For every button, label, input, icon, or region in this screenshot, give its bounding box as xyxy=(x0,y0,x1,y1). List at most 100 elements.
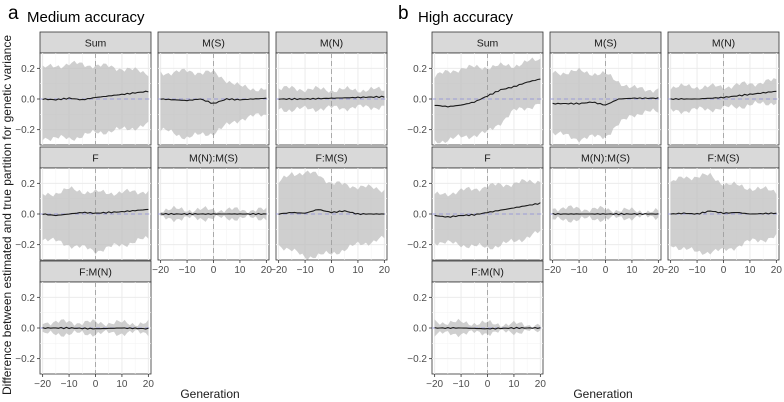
interval-ribbon xyxy=(434,179,541,250)
x-tick-label: −20 xyxy=(34,379,51,390)
y-tick-label: −0.2 xyxy=(15,354,35,365)
mean-difference-line xyxy=(160,212,267,216)
facet-strip-label: F:M(N) xyxy=(471,267,504,279)
y-tick-label: 0.0 xyxy=(413,95,427,106)
section-title-b: High accuracy xyxy=(418,9,514,26)
x-tick-label: 10 xyxy=(352,265,364,276)
y-tick-label: −0.2 xyxy=(407,240,427,251)
x-tick-label: −20 xyxy=(426,379,443,390)
x-tick-label: −20 xyxy=(544,265,561,276)
mean-difference-line xyxy=(42,208,149,217)
x-tick-label: 20 xyxy=(653,265,665,276)
mean-difference-line xyxy=(670,90,777,100)
x-tick-label: −20 xyxy=(152,265,169,276)
interval-ribbon xyxy=(278,170,385,260)
facet-strip-label: M(N) xyxy=(712,38,735,50)
mean-difference-line xyxy=(552,212,659,216)
x-axis-title-a: Generation xyxy=(180,387,239,401)
mean-difference-line xyxy=(42,90,149,101)
x-tick-label: −20 xyxy=(270,265,287,276)
x-tick-label: 10 xyxy=(508,379,520,390)
x-tick-label: −10 xyxy=(61,379,78,390)
y-tick-label: 0.0 xyxy=(413,324,427,335)
panel-b-f-m-n: F:M(N) −0.2 0.0 0.2 −20 −10 0 10 20 xyxy=(407,260,546,390)
panel-a-f-m-n: F:M(N) −0.2 0.0 0.2 −20 −10 0 10 20 xyxy=(15,260,155,390)
panel-a-m-n: M(N) xyxy=(275,31,388,146)
panel-a-sum: Sum −0.2 0.0 0.2 xyxy=(15,31,152,146)
y-tick-label: 0.0 xyxy=(21,95,35,106)
x-tick-label: 0 xyxy=(485,379,491,390)
x-tick-label: −20 xyxy=(662,265,679,276)
facet-strip-label: M(N) xyxy=(320,38,343,50)
y-tick-label: −0.2 xyxy=(15,240,35,251)
x-tick-label: 20 xyxy=(261,265,273,276)
x-tick-label: −10 xyxy=(571,265,588,276)
mean-difference-line xyxy=(160,97,267,104)
facet-strip-label: F:M(S) xyxy=(707,153,739,165)
mean-difference-line xyxy=(670,210,777,215)
x-tick-label: −10 xyxy=(179,265,196,276)
mean-difference-line xyxy=(434,202,541,218)
mean-difference-line xyxy=(278,95,385,101)
x-tick-label: 10 xyxy=(116,379,128,390)
interval-ribbon xyxy=(42,60,149,142)
section-letter-b: b xyxy=(398,3,409,24)
panel-b-f: F −0.2 0.0 0.2 xyxy=(407,146,544,261)
mean-difference-line xyxy=(434,78,541,108)
x-tick-label: 10 xyxy=(744,265,756,276)
mean-difference-line xyxy=(552,97,659,106)
interval-ribbon xyxy=(434,57,541,144)
y-tick-label: 0.2 xyxy=(21,293,35,304)
x-tick-label: 10 xyxy=(234,265,246,276)
y-tick-label: −0.2 xyxy=(407,125,427,136)
x-tick-label: 20 xyxy=(379,265,391,276)
interval-ribbon xyxy=(278,85,385,113)
interval-ribbon xyxy=(434,318,541,338)
y-tick-label: 0.2 xyxy=(413,64,427,75)
panel-b-m-s: M(S) xyxy=(549,31,662,146)
facet-strip-label: F xyxy=(92,153,98,165)
facet-strip-label: M(S) xyxy=(202,38,225,50)
y-tick-label: 0.2 xyxy=(21,64,35,75)
x-tick-label: 0 xyxy=(211,265,217,276)
mean-difference-line xyxy=(42,326,149,330)
y-axis-title: Difference between estimated and true pa… xyxy=(0,35,14,395)
x-axis-title-b: Generation xyxy=(573,387,632,401)
facet-strip-label: F xyxy=(484,153,490,165)
facet-strip-label: Sum xyxy=(477,38,499,50)
y-tick-label: 0.2 xyxy=(413,179,427,190)
facet-strip-label: M(N):M(S) xyxy=(189,153,238,165)
section-title-a: Medium accuracy xyxy=(27,9,145,26)
x-tick-label: 0 xyxy=(603,265,609,276)
y-tick-label: 0.2 xyxy=(413,293,427,304)
panel-a-f-m-s: F:M(S) −20 −10 0 10 20 xyxy=(270,146,391,276)
x-tick-label: −10 xyxy=(297,265,314,276)
facet-strip-label: M(N):M(S) xyxy=(581,153,630,165)
facet-strip-label: Sum xyxy=(85,38,107,50)
facet-strip-label: F:M(N) xyxy=(79,267,112,279)
x-tick-label: 20 xyxy=(143,379,155,390)
x-tick-label: 10 xyxy=(626,265,638,276)
panel-b-m-n-m-s: M(N):M(S) −20 −10 0 10 20 xyxy=(544,146,665,276)
y-tick-label: 0.0 xyxy=(21,210,35,221)
x-tick-label: 0 xyxy=(329,265,335,276)
mean-difference-line xyxy=(434,326,541,330)
interval-ribbon xyxy=(42,319,149,337)
facet-strip-label: M(S) xyxy=(594,38,617,50)
panel-b-f-m-s: F:M(S) −20 −10 0 10 20 xyxy=(662,146,783,276)
section-letter-a: a xyxy=(8,3,19,24)
panel-a-f: F −0.2 0.0 0.2 xyxy=(15,146,152,261)
panel-b-m-n: M(N) xyxy=(667,31,780,146)
panel-a-m-n-m-s: M(N):M(S) −20 −10 0 10 20 xyxy=(152,146,273,276)
y-tick-label: −0.2 xyxy=(407,354,427,365)
y-tick-label: 0.0 xyxy=(413,210,427,221)
facet-panels: Sum −0.2 0.0 0.2 M(S) M(N) F −0.2 0.0 0.2 M(N):M(S… xyxy=(15,31,783,390)
x-tick-label: 20 xyxy=(771,265,783,276)
y-tick-label: −0.2 xyxy=(15,125,35,136)
x-tick-label: 0 xyxy=(721,265,727,276)
y-tick-label: 0.0 xyxy=(21,324,35,335)
x-tick-label: −10 xyxy=(453,379,470,390)
panel-a-m-s: M(S) xyxy=(157,31,270,146)
mean-difference-line xyxy=(278,209,385,216)
